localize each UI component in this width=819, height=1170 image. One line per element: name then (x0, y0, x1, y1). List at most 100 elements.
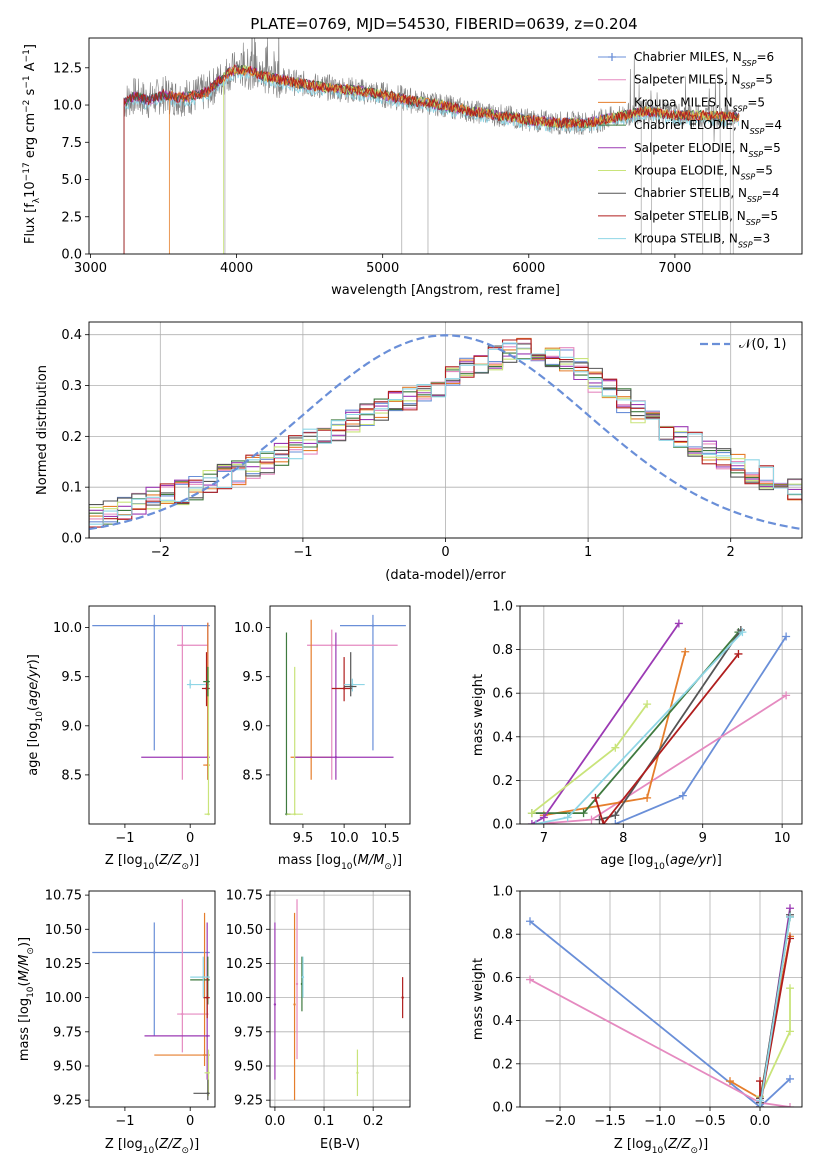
weight_vs_Z-marker-orange (726, 1077, 734, 1086)
ageZ-ylabel-part: ( (26, 706, 41, 711)
residuals-xtick-label: 1 (584, 545, 592, 560)
weight_vs_age-xtick-label: 8 (619, 831, 627, 846)
weight_vs_Z-marker-red (756, 1077, 764, 1086)
legend-label-tail: =6 (756, 50, 774, 64)
legend-marker (608, 53, 616, 61)
legend-label-main: Salpeter STELIB, N (634, 209, 746, 223)
spectrum-model-cyan (123, 69, 739, 254)
ageZ-xlabel-part: Z [log (105, 853, 143, 868)
legend-label-main: Chabrier MILES, N (634, 50, 742, 64)
residuals-ytick-label: 0.1 (61, 481, 82, 496)
mass_vs_ebv-point-yellowgreen (356, 1071, 359, 1075)
mass_vs_ebv-point-purple (273, 1003, 277, 1006)
age_vs_mass-xtick-label: 10.5 (371, 831, 400, 846)
weight_vs_age-marker-red (734, 649, 743, 658)
age_vs_mass-xtick-label: 9.5 (293, 831, 314, 846)
mass_vs_ebv-xtick-label: 0.2 (363, 1114, 384, 1129)
weight_vs_age-ytick-label: 1.0 (492, 600, 513, 615)
mass_vs_ebv-xtick-label: 0.1 (314, 1114, 335, 1129)
age_vs_mass-point-yellowgreen (293, 812, 296, 816)
spectrum-xtick-label: 4000 (220, 261, 253, 276)
massZ-xlabel-part: ( (154, 1137, 159, 1152)
mass_vs_Z-ytick-label: 10.00 (45, 991, 82, 1006)
mass_vs_Z-ytick-label: 10.25 (45, 957, 82, 972)
ageZ-xlabel-part: )] (189, 853, 199, 868)
legend-label-sub: SSP (741, 81, 756, 90)
age_vs_mass-point-cyan (351, 683, 354, 686)
massZ-xlabel: Z [log10(Z/Z⊙)] (105, 1137, 199, 1156)
weight_vs_age-ytick-label: 0.8 (492, 643, 513, 658)
massZ-ylabel-part: )] (17, 937, 32, 947)
weight_vs_Z-ytick-label: 0.0 (492, 1101, 513, 1116)
weight_vs_Z-series-blue (529, 920, 791, 1107)
legend-normal-label: 𝒩(0, 1) (739, 337, 786, 352)
legend-label-tail: =5 (755, 164, 773, 178)
weight_vs_age-ytick-label: 0.4 (492, 730, 513, 745)
legend-label-sub: SSP (746, 217, 761, 226)
legend-label-sub: SSP (742, 59, 757, 68)
mass_vs_ebv-ytick-label: 10.75 (226, 889, 263, 904)
massZ-ylabel-part: 10 (26, 986, 36, 998)
mass_vs_ebv-ytick-label: 10.00 (226, 991, 263, 1006)
weight_vs_Z-ytick-label: 0.2 (492, 1057, 513, 1072)
spectrum-data (123, 38, 740, 254)
legend-label-main: Salpeter ELODIE, N (634, 141, 748, 155)
mass_vs_ebv-ytick-label: 10.25 (226, 957, 263, 972)
legend-label-main: Kroupa STELIB, N (634, 232, 738, 246)
weight_vs_Z-xtick-label: −1.5 (594, 1114, 626, 1129)
age_vs_mass-point-purple (334, 756, 338, 759)
ageZ-ylabel-part: )] (26, 654, 41, 664)
weight_vs_Z-marker-blue (526, 917, 534, 926)
spectrum-ylabel-part: erg cm (23, 113, 38, 162)
weight_vs_age-marker-pink (782, 691, 791, 700)
weight_vs_Z-xtick-label: 0.0 (750, 1114, 771, 1129)
weight_vs_Z-marker-pink (526, 975, 534, 984)
legend-label: Salpeter ELODIE, NSSP=5 (634, 141, 781, 159)
age_vs_mass-axes: 9.5 10.0 10.5 8.5 9.0 9.5 10.0 (234, 621, 400, 846)
massZ-ylabel-part: mass [log (17, 998, 32, 1061)
weight_vs_age-ytick-label: 0.2 (492, 774, 513, 789)
weight_vs_Z-xtick-label: −0.5 (694, 1114, 726, 1129)
weight_vs_Z-ytick-label: 0.4 (492, 1014, 513, 1029)
ageMass-xlabel-part: ⊙ (384, 862, 392, 872)
ageZ-ylabel-part: age [log (26, 723, 41, 776)
residuals-xtick-label: −2 (151, 545, 170, 560)
spectrum-ylabel-part: −17 (22, 162, 32, 181)
weight_vs_Z-frame (519, 890, 803, 1108)
legend-label: Salpeter STELIB, NSSP=5 (634, 209, 778, 227)
legend-label-tail: =5 (755, 73, 773, 87)
ageZ-ylabel-part: 10 (35, 711, 45, 723)
weight_vs_Z-ytick-label: 0.6 (492, 971, 513, 986)
residuals-ytick-label: 0.0 (61, 532, 82, 547)
mass_vs_ebv-ytick-label: 9.75 (234, 1025, 263, 1040)
weight_vs_age-marker-blue (678, 791, 687, 800)
ebv-xlabel: E(B-V) (320, 1137, 360, 1152)
mass_vs_Z-axes: −1 0 9.25 9.50 9.75 10.00 10.25 10.50 10.75 (45, 889, 195, 1129)
legend-label-sub: SSP (747, 195, 762, 204)
legend-label-sub: SSP (741, 172, 756, 181)
legend-label-main: Salpeter MILES, N (634, 73, 741, 87)
ageZ-xlabel: Z [log10(Z/Z⊙)] (105, 853, 199, 872)
legend-label-tail: =5 (763, 141, 781, 155)
mass_vs_Z-point-blue (153, 951, 156, 954)
massZ-xlabel-part: ⊙ (181, 1146, 189, 1156)
ageZ-ylabel-part: age/yr (26, 663, 41, 706)
legend-label-sub: SSP (748, 149, 763, 158)
age_vs_mass-point-gray (349, 685, 352, 688)
weightZ-xlabel-part: Z/Z (667, 1137, 691, 1152)
ageZ-xlabel-part: 10 (143, 862, 155, 872)
legend-label: Chabrier STELIB, NSSP=4 (634, 186, 779, 204)
weight_vs_Z-marker-yellowgreen (786, 984, 794, 993)
age_vs_mass-point-red (342, 687, 346, 690)
massZ-ylabel: mass [log10(M/M⊙)] (17, 937, 36, 1061)
spectrum-frame (88, 37, 803, 255)
weight_vs_Z-ytick-label: 1.0 (492, 885, 513, 900)
massZ-ylabel-part: ⊙ (26, 947, 36, 955)
weight_vs_age-marker-purple (539, 813, 548, 822)
weight_vs_age-marker-orange (643, 793, 652, 802)
spectrum-ytick-label: 2.5 (61, 210, 82, 225)
massZ-ylabel-part: ( (17, 981, 32, 986)
weight_vs_Z-marker-cyan (786, 912, 794, 921)
mass_vs_ebv-frame (269, 890, 411, 1108)
